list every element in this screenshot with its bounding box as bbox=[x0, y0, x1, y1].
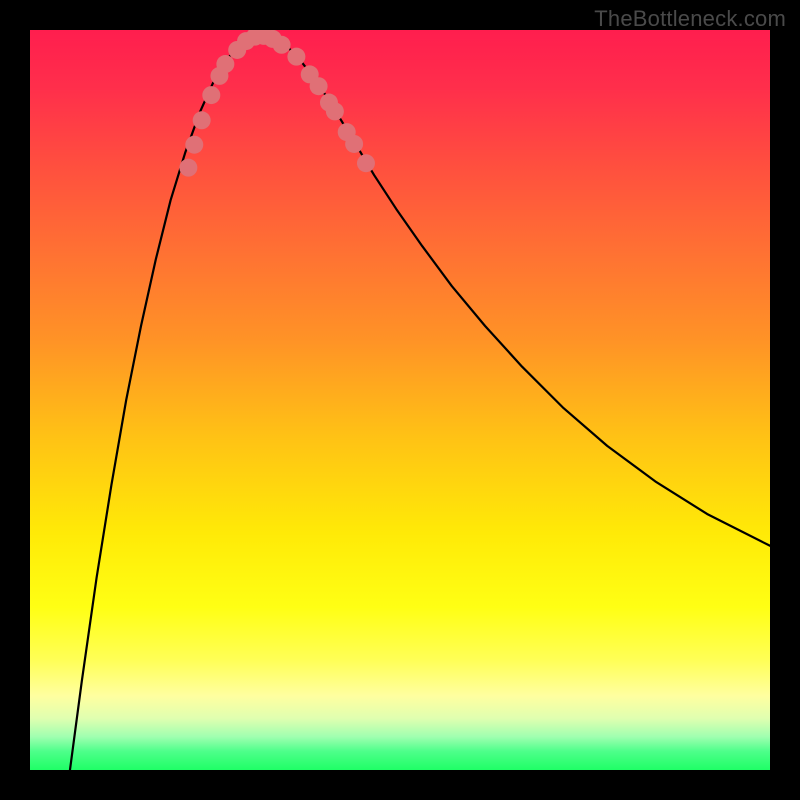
watermark-text: TheBottleneck.com bbox=[594, 6, 786, 32]
data-marker bbox=[357, 154, 375, 172]
data-marker bbox=[345, 135, 363, 153]
bottleneck-curve-chart bbox=[30, 30, 770, 770]
data-marker bbox=[193, 111, 211, 129]
data-marker bbox=[310, 77, 328, 95]
data-marker bbox=[185, 136, 203, 154]
chart-background bbox=[30, 30, 770, 770]
chart-container bbox=[30, 30, 770, 770]
data-marker bbox=[326, 102, 344, 120]
data-marker bbox=[273, 36, 291, 54]
data-marker bbox=[216, 55, 234, 73]
data-marker bbox=[202, 86, 220, 104]
data-marker bbox=[287, 48, 305, 66]
data-marker bbox=[179, 159, 197, 177]
